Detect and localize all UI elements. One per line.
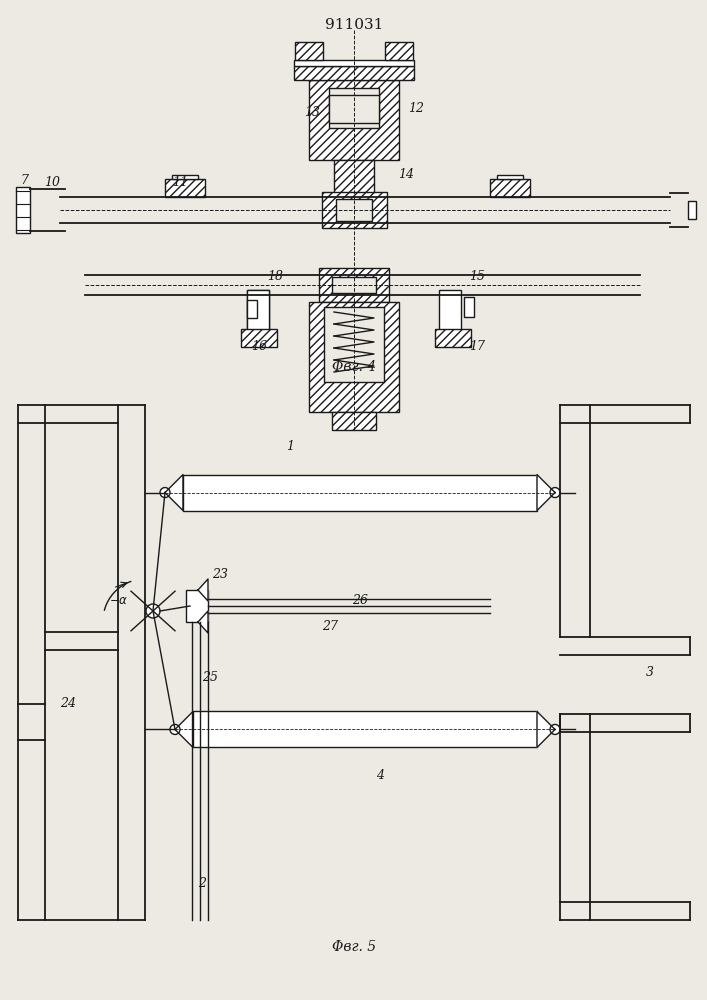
Bar: [329, 95, 379, 123]
Polygon shape: [165, 475, 183, 511]
Circle shape: [550, 724, 560, 734]
Bar: [332, 412, 376, 430]
Polygon shape: [175, 711, 193, 747]
Bar: [439, 290, 461, 334]
Text: 12: 12: [408, 102, 424, 114]
Polygon shape: [198, 579, 208, 601]
Bar: [322, 192, 387, 228]
Bar: [186, 590, 208, 622]
Bar: [319, 268, 389, 302]
Text: 17: 17: [469, 340, 485, 354]
Polygon shape: [537, 475, 555, 511]
Bar: [309, 302, 399, 412]
Text: 13: 13: [304, 105, 320, 118]
Text: 11: 11: [172, 176, 188, 188]
Bar: [247, 290, 269, 334]
Bar: [490, 179, 530, 197]
Text: 2: 2: [198, 877, 206, 890]
Bar: [688, 201, 696, 219]
Text: 7: 7: [20, 174, 28, 186]
Bar: [247, 300, 257, 318]
Text: 911031: 911031: [325, 18, 383, 32]
Bar: [172, 175, 198, 179]
Polygon shape: [198, 611, 208, 633]
Text: 16: 16: [251, 340, 267, 354]
Text: $-\alpha$: $-\alpha$: [110, 594, 129, 607]
Bar: [435, 329, 471, 347]
Circle shape: [160, 488, 170, 498]
Bar: [324, 307, 384, 382]
Bar: [464, 297, 474, 317]
Bar: [385, 42, 413, 60]
Bar: [241, 329, 277, 347]
Bar: [294, 66, 414, 80]
Polygon shape: [537, 711, 555, 747]
Text: 26: 26: [352, 594, 368, 607]
Bar: [497, 175, 523, 179]
Text: Φвг. 4: Φвг. 4: [332, 360, 376, 374]
Bar: [295, 42, 323, 60]
Bar: [309, 80, 399, 160]
Text: 10: 10: [44, 176, 60, 188]
Bar: [334, 160, 374, 200]
Bar: [332, 277, 376, 293]
Text: 25: 25: [202, 671, 218, 684]
Text: 27: 27: [322, 620, 338, 633]
Bar: [329, 88, 379, 128]
Circle shape: [550, 488, 560, 498]
Circle shape: [170, 724, 180, 734]
Text: Φвг. 5: Φвг. 5: [332, 940, 376, 954]
Text: 4: 4: [376, 769, 384, 782]
Bar: [16, 187, 30, 233]
Text: 14: 14: [398, 168, 414, 182]
Text: 1: 1: [286, 440, 294, 453]
Text: 23: 23: [212, 568, 228, 581]
Bar: [294, 60, 414, 66]
Circle shape: [146, 604, 160, 618]
Bar: [336, 199, 372, 221]
Text: 3: 3: [646, 666, 654, 679]
Text: 24: 24: [60, 697, 76, 710]
Bar: [247, 290, 269, 334]
Bar: [193, 711, 537, 747]
Text: 15: 15: [469, 270, 485, 284]
Bar: [165, 179, 205, 197]
Bar: [183, 475, 537, 511]
Text: 18: 18: [267, 270, 283, 284]
